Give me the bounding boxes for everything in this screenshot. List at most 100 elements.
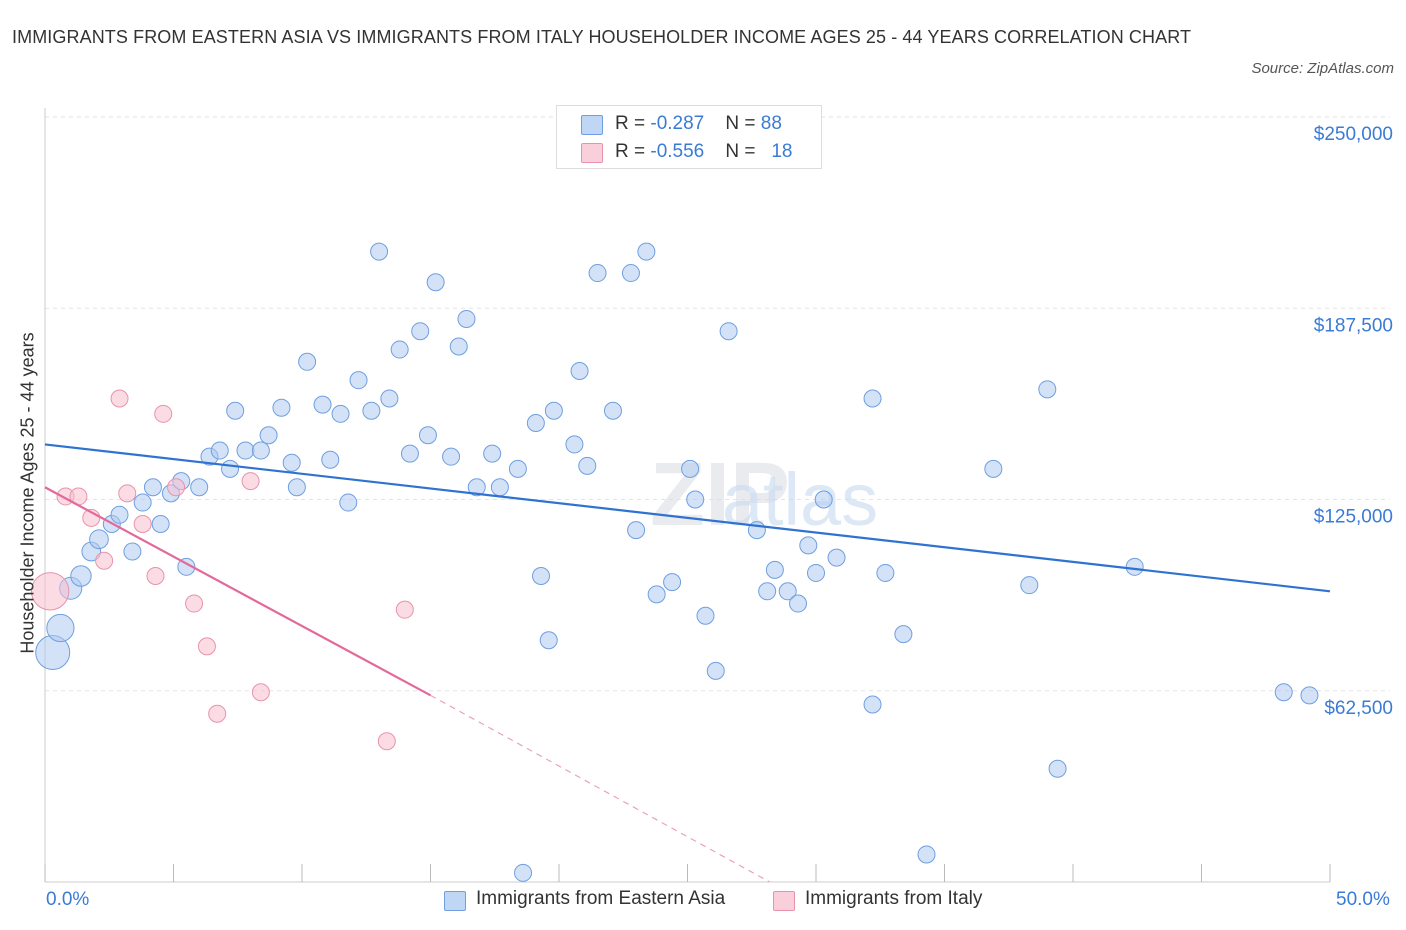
data-point bbox=[133, 493, 152, 512]
data-point bbox=[208, 704, 227, 723]
data-point bbox=[370, 242, 389, 261]
data-point bbox=[167, 478, 186, 497]
data-point bbox=[395, 600, 414, 619]
bottom-legend-label: Immigrants from Italy bbox=[805, 888, 983, 909]
data-point bbox=[719, 322, 738, 341]
data-point bbox=[89, 529, 109, 550]
trend-line-italy bbox=[44, 486, 432, 697]
data-point bbox=[1048, 759, 1067, 778]
data-point bbox=[686, 490, 705, 509]
bottom-legend-swatch-pink bbox=[773, 891, 795, 911]
data-point bbox=[544, 401, 563, 420]
data-point bbox=[863, 695, 882, 714]
data-point bbox=[177, 557, 196, 576]
data-point bbox=[799, 536, 818, 555]
data-point bbox=[807, 563, 825, 582]
y-tick-label: $187,500 bbox=[1314, 315, 1393, 336]
data-point bbox=[1300, 686, 1319, 705]
correlation-legend: R = -0.287 N = 88 R = -0.556 N = 18 bbox=[556, 105, 822, 169]
data-point bbox=[627, 521, 646, 540]
data-point bbox=[663, 573, 682, 592]
data-series bbox=[30, 242, 1319, 882]
data-point bbox=[339, 493, 358, 512]
r-value: -0.556 bbox=[650, 141, 705, 162]
data-point bbox=[532, 567, 551, 585]
data-point bbox=[827, 548, 846, 567]
trend-line-eastern-asia bbox=[44, 443, 1331, 593]
data-point bbox=[380, 389, 399, 408]
data-point bbox=[123, 542, 142, 561]
data-point bbox=[603, 401, 622, 420]
data-point bbox=[778, 582, 797, 601]
data-point bbox=[696, 606, 715, 625]
data-point bbox=[647, 585, 666, 604]
bottom-legend-swatch-blue bbox=[444, 891, 466, 911]
chart-title: IMMIGRANTS FROM EASTERN ASIA VS IMMIGRAN… bbox=[12, 27, 1192, 47]
data-point bbox=[863, 389, 882, 408]
legend-text: R = -0.287 N = 88 bbox=[615, 113, 782, 135]
data-point bbox=[514, 863, 533, 882]
data-point bbox=[110, 505, 129, 524]
data-point bbox=[321, 450, 340, 469]
trend-lines bbox=[44, 443, 1331, 883]
data-point bbox=[490, 478, 509, 497]
bottom-legend-label: Immigrants from Eastern Asia bbox=[476, 888, 726, 909]
n-value: 18 bbox=[771, 141, 793, 162]
data-point bbox=[426, 273, 445, 292]
gridlines bbox=[45, 116, 1390, 692]
watermark-atlas: atlas bbox=[722, 458, 878, 541]
data-point bbox=[457, 309, 476, 328]
y-tick-labels: $62,500 $125,000 $187,500 $250,000 bbox=[1314, 124, 1393, 719]
data-point bbox=[894, 625, 913, 644]
data-point bbox=[272, 398, 291, 417]
data-point bbox=[154, 404, 173, 423]
data-point bbox=[197, 637, 216, 656]
data-point bbox=[331, 404, 350, 423]
data-point bbox=[449, 337, 468, 356]
data-point bbox=[1274, 683, 1293, 702]
data-point bbox=[241, 472, 260, 491]
source-label: Source: ZipAtlas.com bbox=[1251, 60, 1394, 77]
data-point bbox=[418, 426, 437, 445]
data-point bbox=[526, 414, 545, 432]
data-point bbox=[190, 478, 209, 497]
r-label: R = bbox=[615, 141, 651, 162]
data-point bbox=[133, 514, 152, 533]
data-point bbox=[1038, 380, 1057, 399]
data-point bbox=[578, 456, 597, 475]
data-point bbox=[758, 582, 777, 601]
data-point bbox=[539, 631, 558, 650]
data-point bbox=[765, 560, 784, 579]
data-point bbox=[876, 563, 895, 582]
data-point bbox=[565, 435, 584, 454]
data-point bbox=[390, 340, 409, 359]
data-point bbox=[221, 459, 240, 478]
watermark-zip: ZIP bbox=[650, 445, 790, 545]
y-tick-label: $250,000 bbox=[1314, 124, 1393, 145]
data-point bbox=[814, 490, 833, 509]
data-point bbox=[282, 453, 301, 472]
data-point bbox=[146, 567, 165, 585]
n-label: N = bbox=[725, 113, 761, 134]
data-point bbox=[287, 478, 306, 497]
r-value: -0.287 bbox=[650, 113, 705, 134]
data-point bbox=[95, 551, 114, 570]
data-point bbox=[411, 322, 430, 341]
data-point bbox=[118, 484, 137, 503]
data-point bbox=[483, 444, 502, 463]
data-point bbox=[400, 444, 419, 463]
axes bbox=[44, 108, 1331, 883]
data-point bbox=[110, 389, 129, 408]
r-label: R = bbox=[615, 113, 651, 134]
data-point bbox=[46, 613, 75, 643]
data-point bbox=[349, 371, 368, 390]
data-point bbox=[251, 683, 270, 702]
data-point bbox=[226, 401, 245, 420]
data-point bbox=[570, 361, 589, 380]
y-tick-label: $62,500 bbox=[1324, 698, 1393, 719]
data-point bbox=[151, 514, 170, 533]
data-point bbox=[442, 447, 461, 466]
data-point bbox=[143, 478, 162, 497]
data-point bbox=[621, 264, 640, 283]
